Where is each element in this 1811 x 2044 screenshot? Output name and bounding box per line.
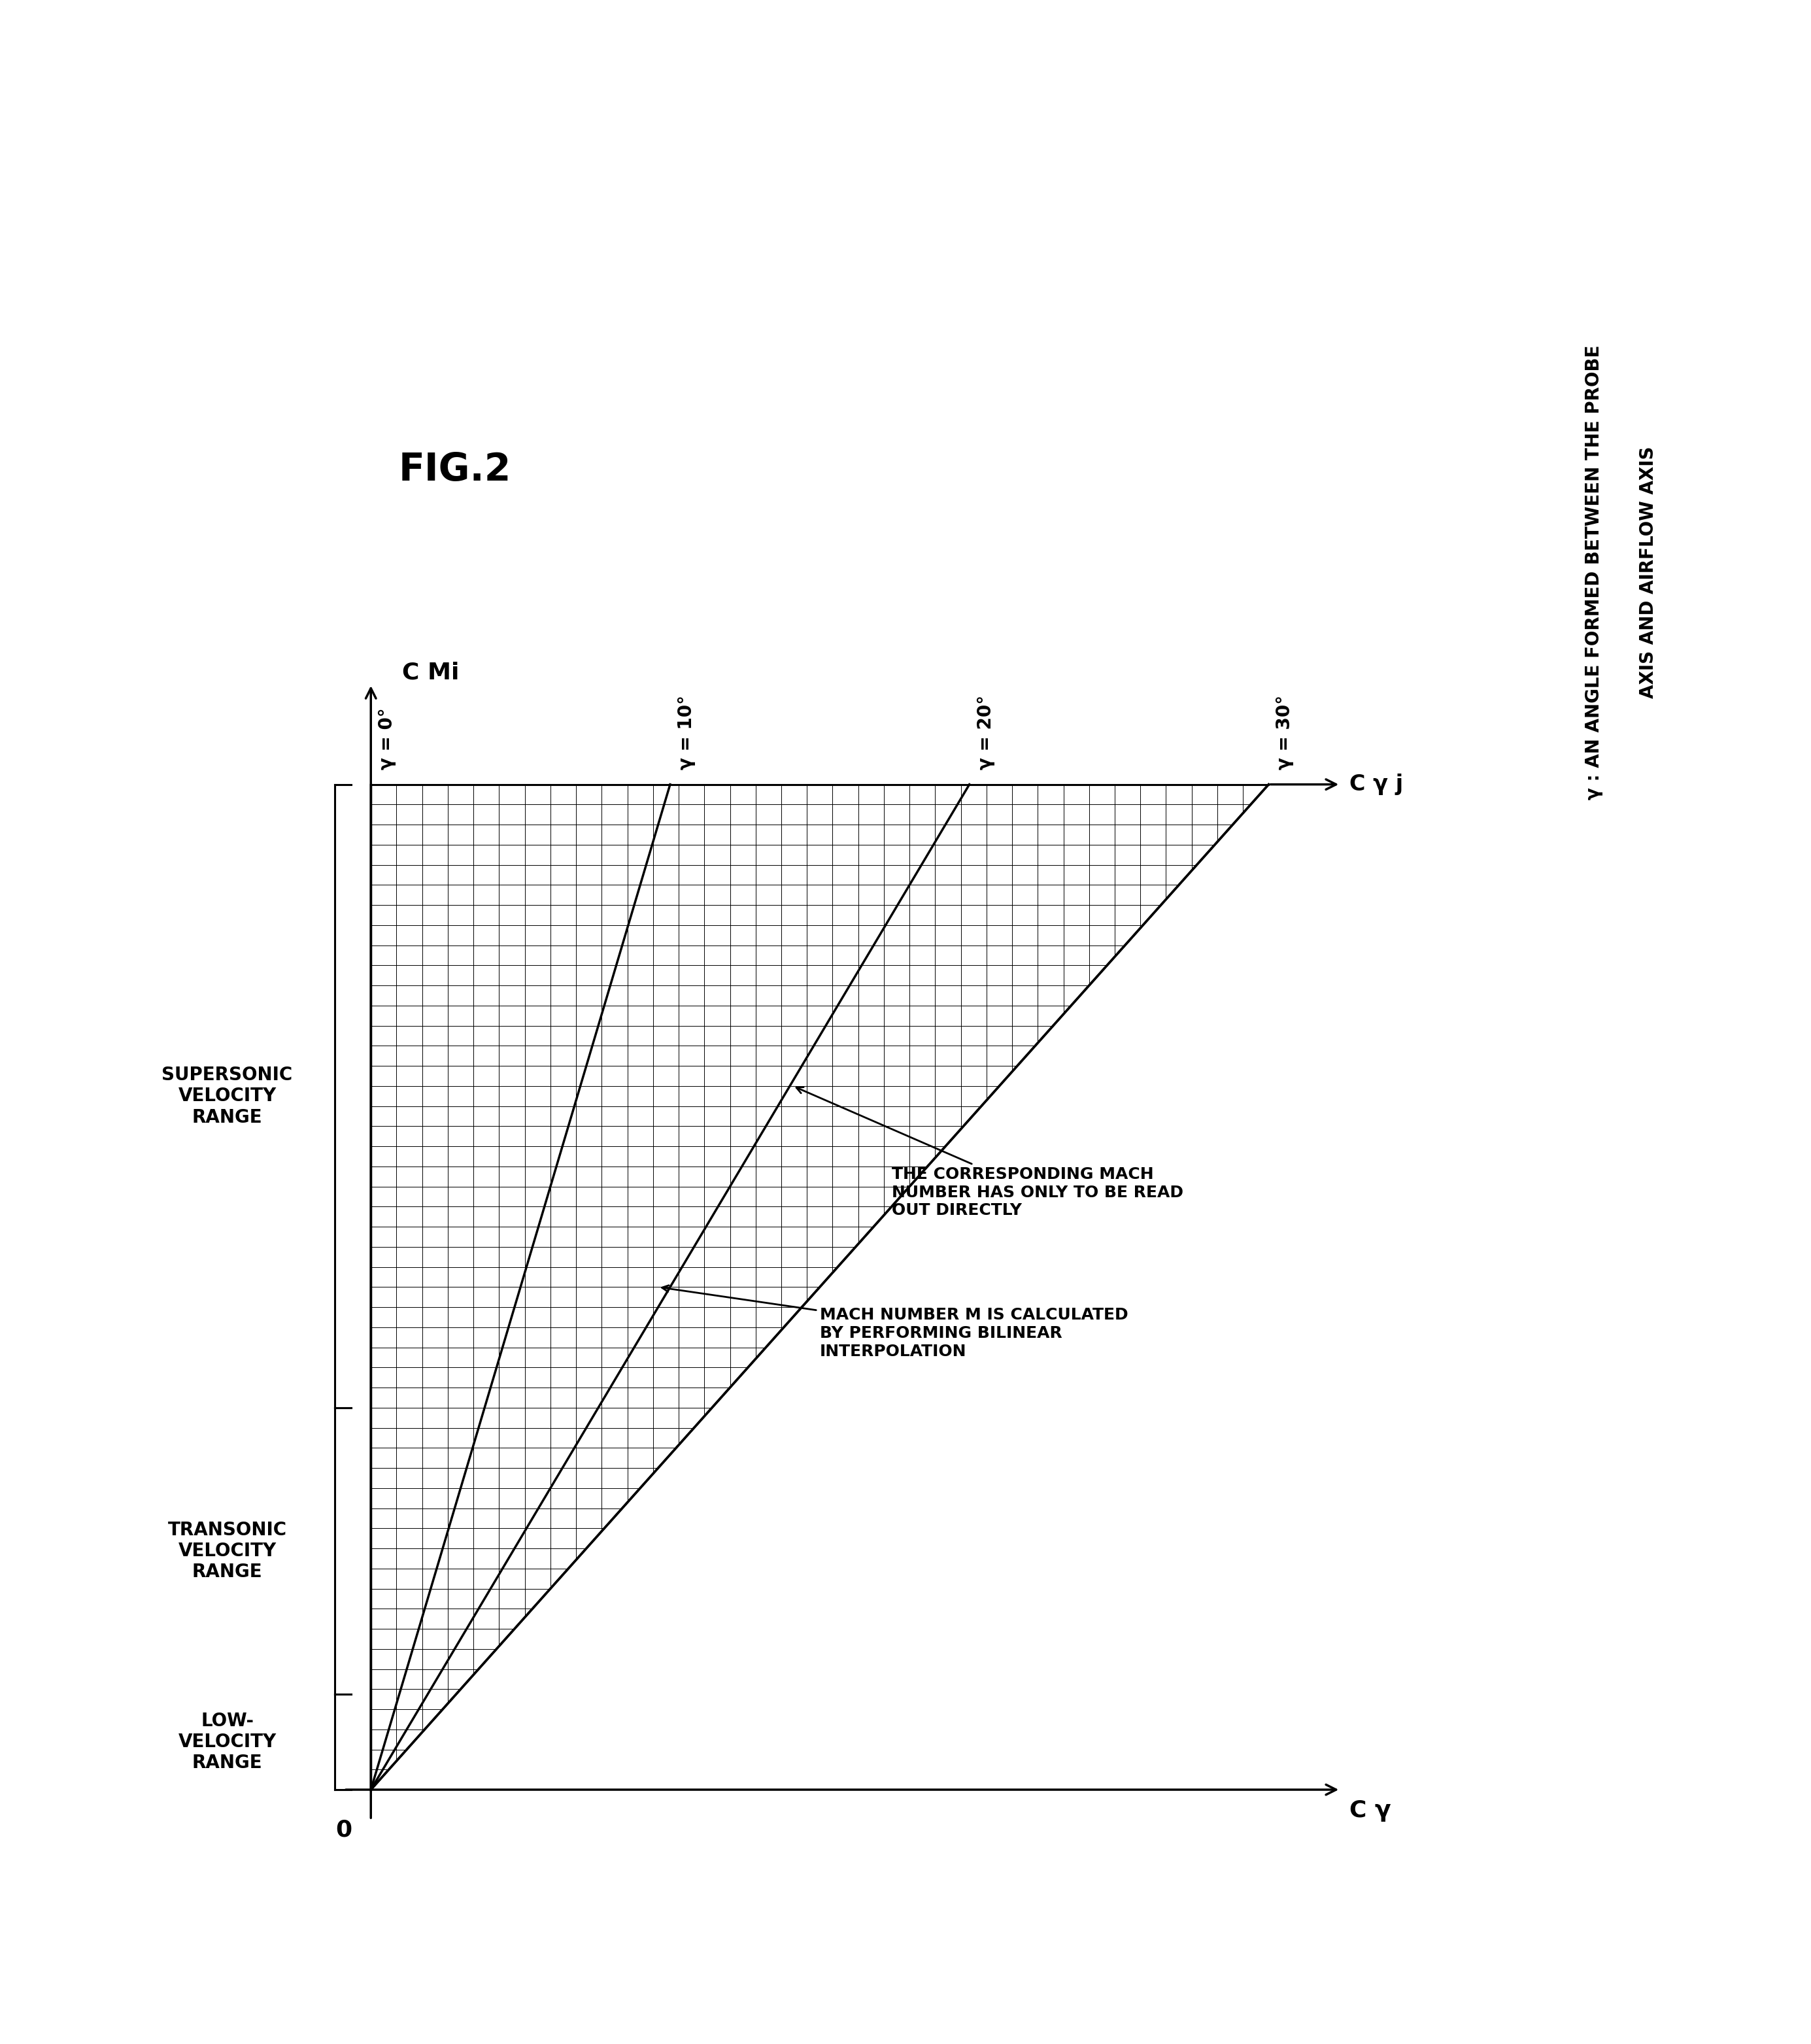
Text: FIG.2: FIG.2 bbox=[398, 452, 511, 489]
Text: THE CORRESPONDING MACH
NUMBER HAS ONLY TO BE READ
OUT DIRECTLY: THE CORRESPONDING MACH NUMBER HAS ONLY T… bbox=[797, 1087, 1183, 1218]
Text: γ = 10°: γ = 10° bbox=[677, 695, 695, 769]
Polygon shape bbox=[371, 785, 1270, 1791]
Text: AXIS AND AIRFLOW AXIS: AXIS AND AIRFLOW AXIS bbox=[1639, 446, 1657, 699]
Text: γ = 0°: γ = 0° bbox=[378, 707, 397, 769]
Text: γ = 30°: γ = 30° bbox=[1275, 695, 1295, 769]
Text: C Mi: C Mi bbox=[402, 662, 460, 685]
Text: LOW-
VELOCITY
RANGE: LOW- VELOCITY RANGE bbox=[177, 1711, 277, 1772]
Text: C γ: C γ bbox=[1349, 1799, 1391, 1821]
Text: SUPERSONIC
VELOCITY
RANGE: SUPERSONIC VELOCITY RANGE bbox=[161, 1065, 293, 1126]
Text: γ = 20°: γ = 20° bbox=[976, 695, 994, 769]
Text: C γ j: C γ j bbox=[1349, 773, 1404, 795]
Text: MACH NUMBER M IS CALCULATED
BY PERFORMING BILINEAR
INTERPOLATION: MACH NUMBER M IS CALCULATED BY PERFORMIN… bbox=[663, 1286, 1128, 1359]
Text: γ : AN ANGLE FORMED BETWEEN THE PROBE: γ : AN ANGLE FORMED BETWEEN THE PROBE bbox=[1585, 345, 1603, 799]
Text: 0: 0 bbox=[335, 1819, 351, 1842]
Text: TRANSONIC
VELOCITY
RANGE: TRANSONIC VELOCITY RANGE bbox=[168, 1521, 286, 1582]
